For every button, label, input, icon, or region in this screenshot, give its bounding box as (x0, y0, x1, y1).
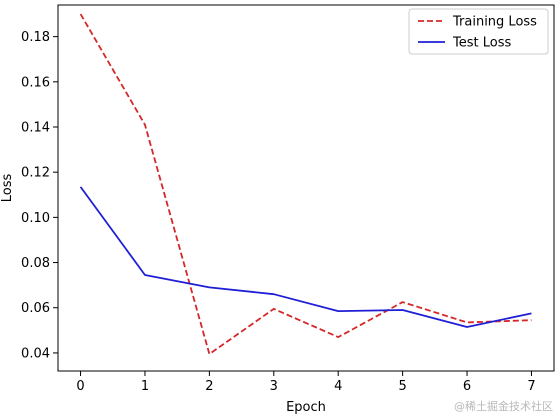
x-tick-label: 6 (463, 379, 471, 394)
y-tick-label: 0.14 (21, 121, 50, 136)
x-axis-ticks: 0 1 2 3 4 5 6 7 (76, 371, 536, 394)
y-axis-label: Loss (0, 174, 15, 203)
x-tick-label: 3 (270, 379, 278, 394)
y-tick-label: 0.12 (21, 166, 50, 181)
plot-frame (57, 4, 555, 372)
series-line-test-loss (79, 186, 532, 328)
watermark: @稀土掘金技术社区 (454, 399, 553, 413)
y-axis-ticks: 0.04 0.06 0.08 0.10 0.12 0.14 0.16 0.18 (21, 30, 58, 361)
y-tick-label: 0.06 (21, 301, 50, 316)
y-tick-label: 0.04 (21, 346, 50, 361)
legend: Training Loss Test Loss (408, 8, 549, 55)
x-tick-label: 1 (141, 379, 149, 394)
x-tick-label: 0 (76, 379, 84, 394)
x-tick-label: 2 (205, 379, 213, 394)
legend-label-test-loss: Test Loss (452, 36, 511, 51)
x-tick-label: 4 (334, 379, 342, 394)
x-tick-label: 5 (398, 379, 406, 394)
series-line-training-loss (79, 13, 532, 355)
series-lines (79, 13, 532, 355)
x-axis-label: Epoch (286, 400, 326, 415)
plot-area-border (57, 4, 555, 372)
x-tick-label: 7 (527, 379, 535, 394)
y-tick-label: 0.08 (21, 256, 50, 271)
y-tick-label: 0.10 (21, 211, 50, 226)
y-tick-label: 0.18 (21, 30, 50, 45)
y-tick-label: 0.16 (21, 75, 50, 90)
legend-label-training-loss: Training Loss (452, 15, 537, 30)
